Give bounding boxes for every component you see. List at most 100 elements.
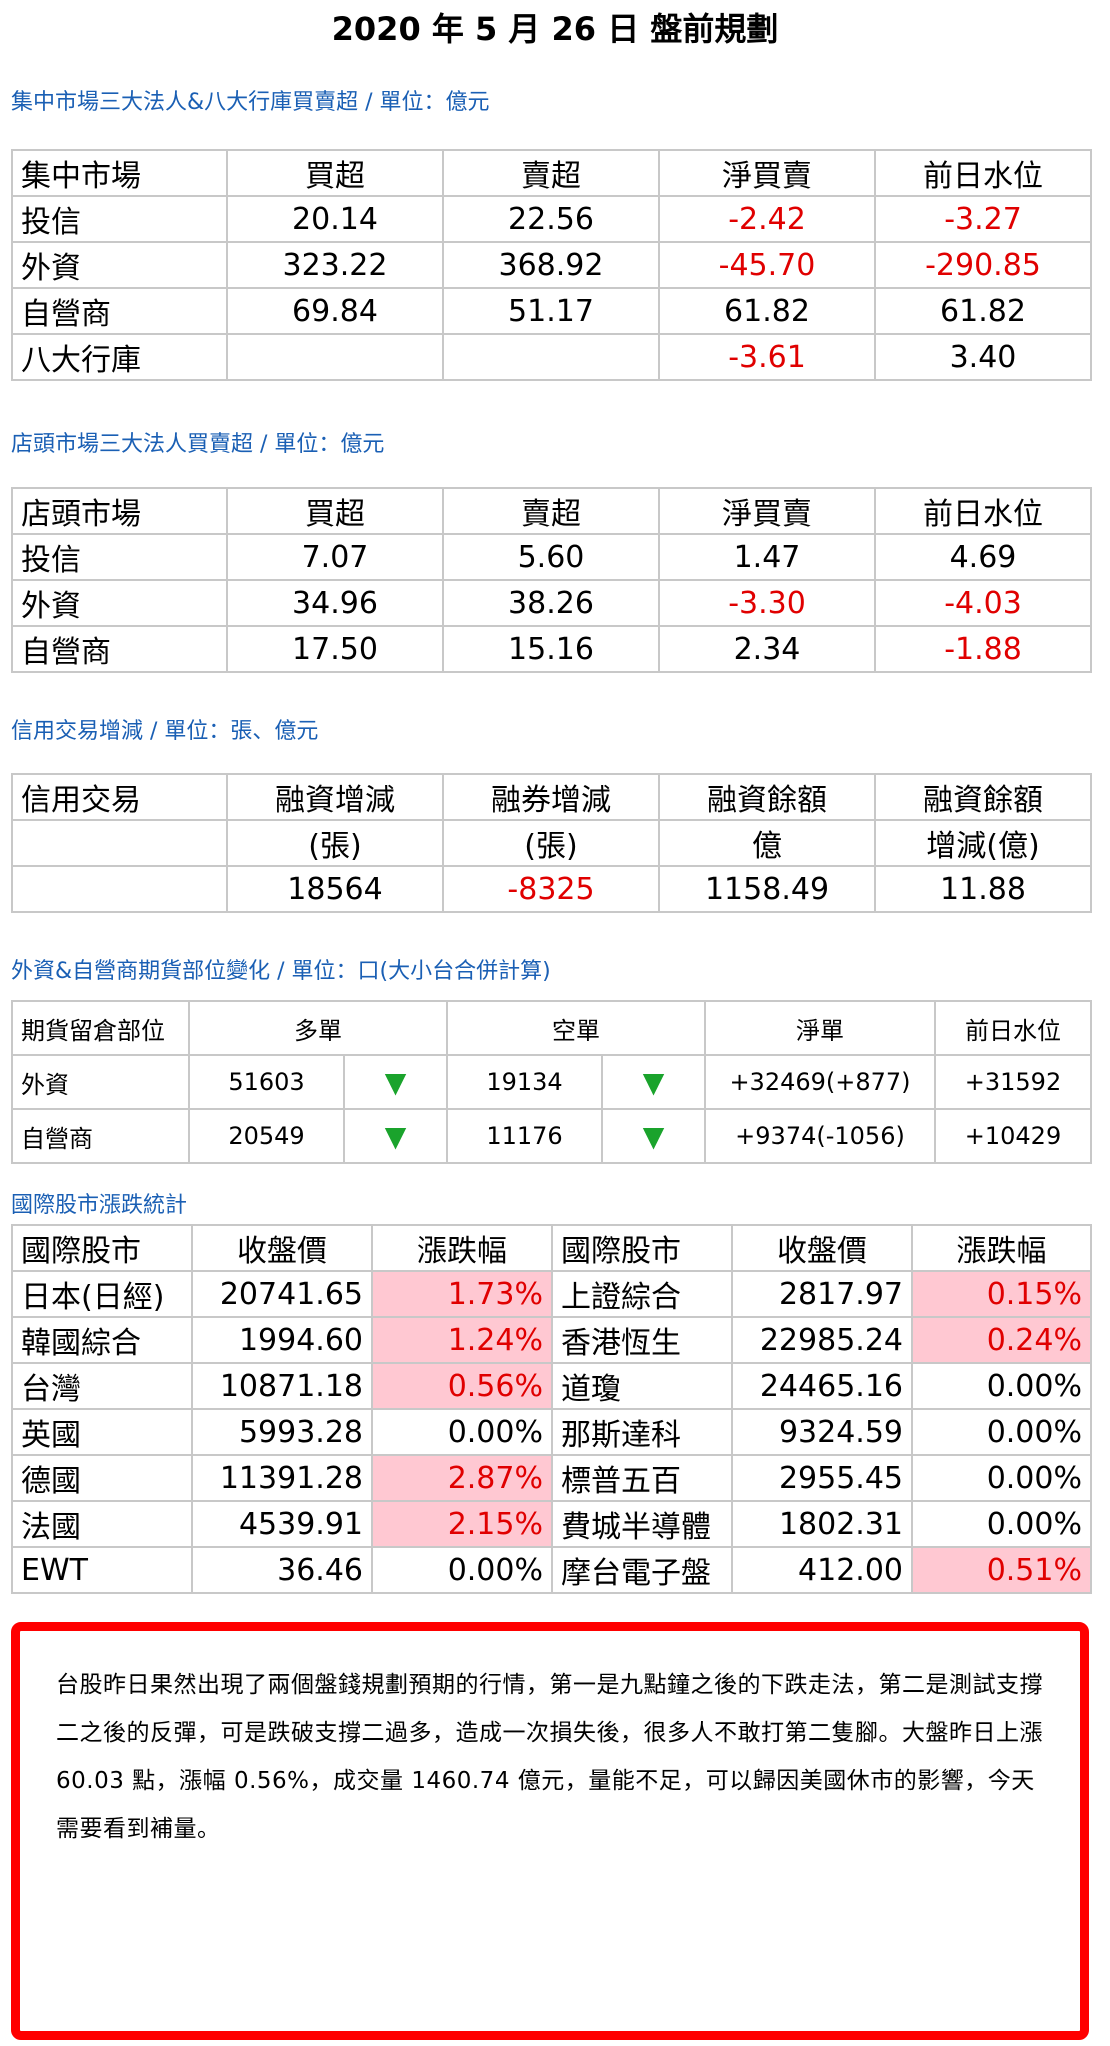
header-cell: 前日水位	[874, 487, 1092, 535]
sell-cell: 15.16	[442, 625, 660, 673]
table-header-row: 期貨留倉部位 多單 空單 淨單 前日水位	[11, 1000, 1092, 1056]
down-arrow-icon: ▼	[601, 1108, 706, 1164]
change-pct: 0.00%	[911, 1500, 1092, 1548]
change-pct: 0.00%	[911, 1362, 1092, 1410]
market-name: 台灣	[11, 1362, 193, 1410]
table-row: 英國 5993.28 0.00% 那斯達科 9324.59 0.00%	[11, 1408, 1092, 1456]
header-cell: 賣超	[442, 149, 660, 197]
table-row: 德國 11391.28 2.87% 標普五百 2955.45 0.00%	[11, 1454, 1092, 1502]
prev-cell: 3.40	[874, 333, 1092, 381]
long-cell: 20549	[188, 1108, 345, 1164]
table-row: 自營商 17.50 15.16 2.34 -1.88	[11, 625, 1092, 673]
close-price: 20741.65	[191, 1270, 373, 1318]
table-header-row: 信用交易 融資增減 融券增減 融資餘額 融資餘額	[11, 773, 1092, 821]
close-price: 11391.28	[191, 1454, 373, 1502]
unit-cell: (張)	[226, 819, 444, 867]
net-cell: -3.30	[658, 579, 876, 627]
close-price: 24465.16	[731, 1362, 913, 1410]
header-cell: 賣超	[442, 487, 660, 535]
table-row: 日本(日經) 20741.65 1.73% 上證綜合 2817.97 0.15%	[11, 1270, 1092, 1318]
table-row: 自營商 69.84 51.17 61.82 61.82	[11, 287, 1092, 335]
market-name: EWT	[11, 1546, 193, 1594]
market-commentary: 台股昨日果然出現了兩個盤錢規劃預期的行情，第一是九點鐘之後的下跌走法，第二是測試…	[11, 1622, 1089, 2040]
otc-market-table: 店頭市場 買超 賣超 淨買賣 前日水位 投信 7.07 5.60 1.47 4.…	[11, 487, 1092, 673]
market-name: 費城半導體	[551, 1500, 733, 1548]
unit-cell: 增減(億)	[874, 819, 1092, 867]
header-cell: 前日水位	[874, 149, 1092, 197]
change-pct: 0.24%	[911, 1316, 1092, 1364]
prev-cell: -3.27	[874, 195, 1092, 243]
row-label: 投信	[11, 195, 228, 243]
section-title-futures: 外資&自營商期貨部位變化 / 單位：口(大小台合併計算)	[11, 959, 551, 984]
header-cell: 漲跌幅	[371, 1224, 553, 1272]
table-row: 18564 -8325 1158.49 11.88	[11, 865, 1092, 913]
value-cell: 11.88	[874, 865, 1092, 913]
header-cell: 融券增減	[442, 773, 660, 821]
section-title-margin-trading: 信用交易增減 / 單位：張、億元	[11, 719, 319, 744]
prev-cell: +10429	[934, 1108, 1092, 1164]
table-row: (張) (張) 億 增減(億)	[11, 819, 1092, 867]
table-row: 台灣 10871.18 0.56% 道瓊 24465.16 0.00%	[11, 1362, 1092, 1410]
header-cell: 淨買賣	[658, 149, 876, 197]
header-cell: 買超	[226, 149, 444, 197]
market-name: 日本(日經)	[11, 1270, 193, 1318]
change-pct: 2.87%	[371, 1454, 553, 1502]
close-price: 2817.97	[731, 1270, 913, 1318]
prev-cell: -1.88	[874, 625, 1092, 673]
prev-cell: 4.69	[874, 533, 1092, 581]
sell-cell	[442, 333, 660, 381]
section-title-otc-market: 店頭市場三大法人買賣超 / 單位：億元	[11, 432, 385, 457]
header-cell: 收盤價	[191, 1224, 373, 1272]
header-cell: 融資餘額	[658, 773, 876, 821]
header-cell: 國際股市	[11, 1224, 193, 1272]
page-title: 2020 年 5 月 26 日 盤前規劃	[331, 10, 779, 48]
net-cell: 61.82	[658, 287, 876, 335]
close-price: 4539.91	[191, 1500, 373, 1548]
market-name: 德國	[11, 1454, 193, 1502]
sell-cell: 368.92	[442, 241, 660, 289]
change-pct: 0.00%	[371, 1546, 553, 1594]
value-cell: 1158.49	[658, 865, 876, 913]
market-name: 那斯達科	[551, 1408, 733, 1456]
net-cell: 2.34	[658, 625, 876, 673]
market-name: 上證綜合	[551, 1270, 733, 1318]
header-cell: 融資增減	[226, 773, 444, 821]
close-price: 9324.59	[731, 1408, 913, 1456]
unit-cell: (張)	[442, 819, 660, 867]
margin-trading-table: 信用交易 融資增減 融券增減 融資餘額 融資餘額 (張) (張) 億 增減(億)…	[11, 773, 1092, 913]
sell-cell: 22.56	[442, 195, 660, 243]
prev-cell: +31592	[934, 1054, 1092, 1110]
market-name: 英國	[11, 1408, 193, 1456]
header-cell: 漲跌幅	[911, 1224, 1092, 1272]
market-name: 香港恆生	[551, 1316, 733, 1364]
table-row: 外資 34.96 38.26 -3.30 -4.03	[11, 579, 1092, 627]
prev-cell: -290.85	[874, 241, 1092, 289]
section-title-global-markets: 國際股市漲跌統計	[11, 1193, 188, 1218]
buy-cell: 69.84	[226, 287, 444, 335]
table-header-row: 店頭市場 買超 賣超 淨買賣 前日水位	[11, 487, 1092, 535]
table-row: EWT 36.46 0.00% 摩台電子盤 412.00 0.51%	[11, 1546, 1092, 1594]
table-row: 自營商 20549 ▼ 11176 ▼ +9374(-1056) +10429	[11, 1108, 1092, 1164]
down-arrow-icon: ▼	[343, 1054, 448, 1110]
close-price: 1802.31	[731, 1500, 913, 1548]
short-cell: 11176	[446, 1108, 603, 1164]
row-label: 外資	[11, 241, 228, 289]
down-arrow-icon: ▼	[601, 1054, 706, 1110]
table-row: 投信 7.07 5.60 1.47 4.69	[11, 533, 1092, 581]
change-pct: 2.15%	[371, 1500, 553, 1548]
table-header-row: 國際股市 收盤價 漲跌幅 國際股市 收盤價 漲跌幅	[11, 1224, 1092, 1272]
close-price: 412.00	[731, 1546, 913, 1594]
change-pct: 0.00%	[911, 1408, 1092, 1456]
prev-cell: -4.03	[874, 579, 1092, 627]
net-cell: +32469(+877)	[704, 1054, 936, 1110]
table-row: 八大行庫 -3.61 3.40	[11, 333, 1092, 381]
header-cell: 前日水位	[934, 1000, 1092, 1056]
table-row: 外資 323.22 368.92 -45.70 -290.85	[11, 241, 1092, 289]
row-label: 自營商	[11, 287, 228, 335]
sell-cell: 51.17	[442, 287, 660, 335]
close-price: 10871.18	[191, 1362, 373, 1410]
short-cell: 19134	[446, 1054, 603, 1110]
buy-cell: 34.96	[226, 579, 444, 627]
buy-cell: 323.22	[226, 241, 444, 289]
